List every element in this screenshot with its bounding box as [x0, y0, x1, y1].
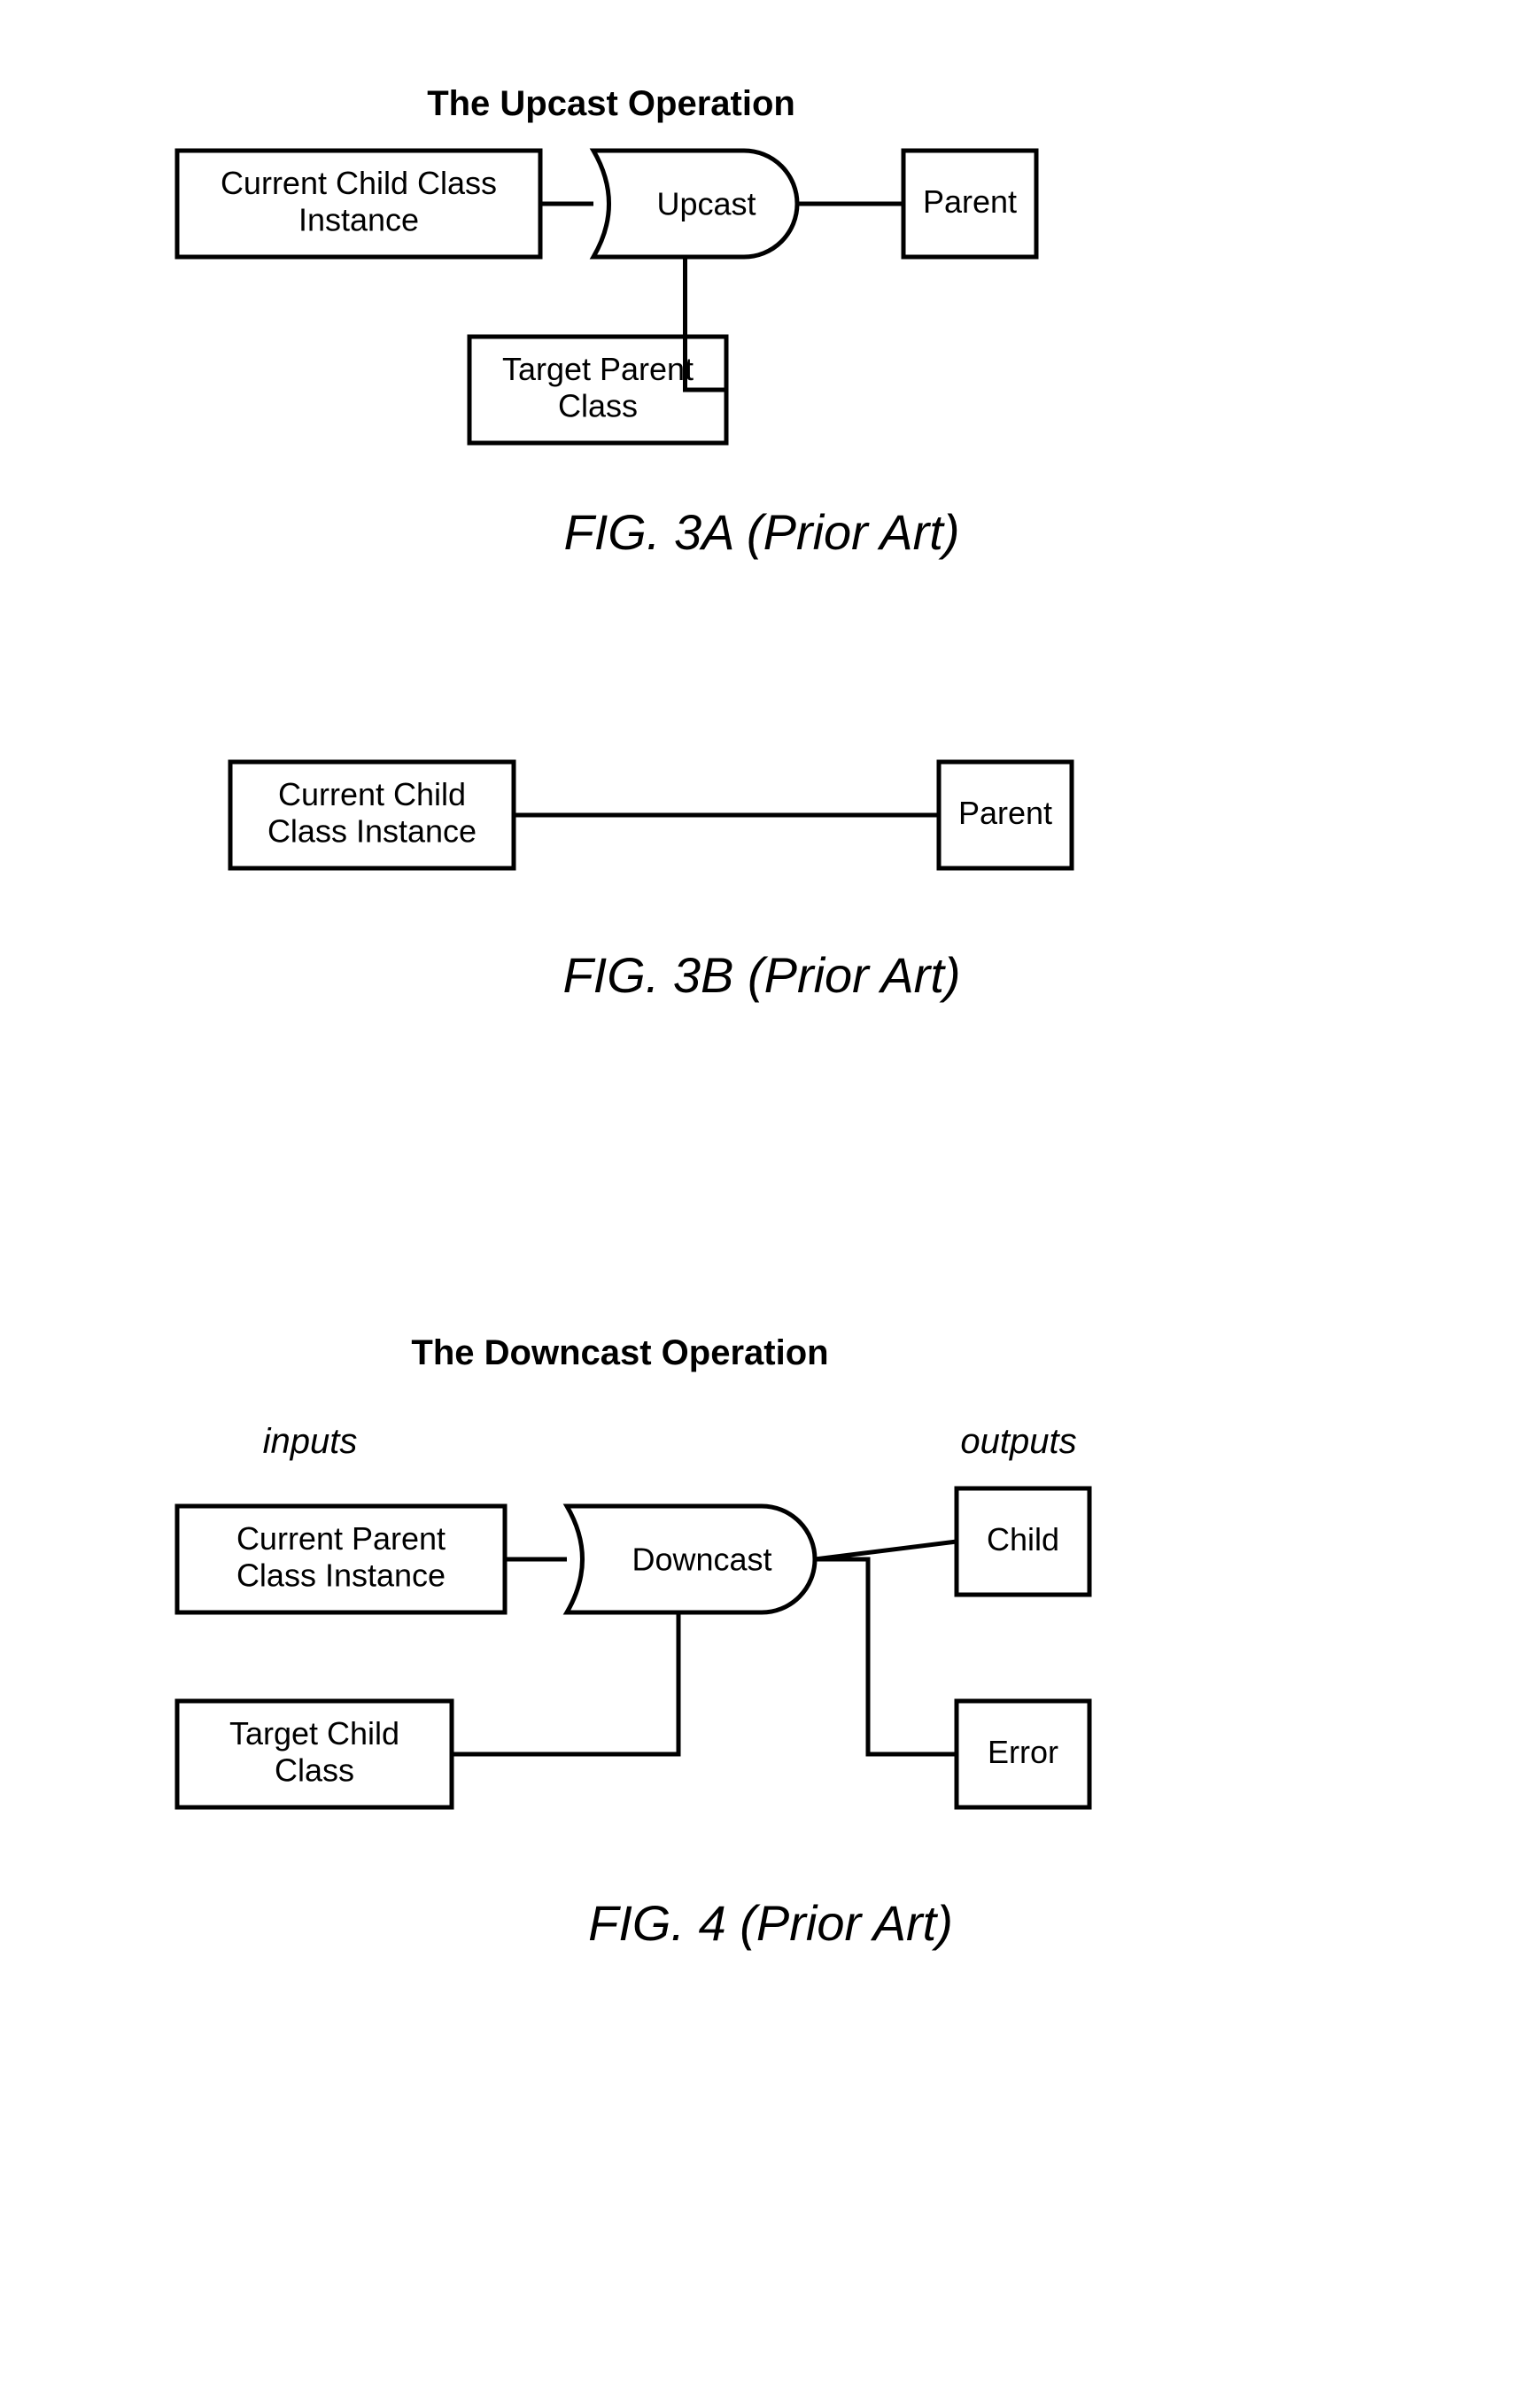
fig4-input1-box-label: Class Instance — [236, 1557, 446, 1594]
fig4-inputs-label: inputs — [263, 1422, 358, 1461]
fig3a-caption: FIG. 3A (Prior Art) — [564, 504, 960, 560]
fig3a-title: The Upcast Operation — [427, 84, 795, 123]
fig3b-caption: FIG. 3B (Prior Art) — [562, 947, 960, 1003]
fig3b-right-box-label: Parent — [958, 795, 1052, 831]
fig4-out1-box-label: Child — [987, 1521, 1059, 1557]
diagram-canvas: The Upcast OperationCurrent Child ClassI… — [0, 0, 1519, 2408]
fig4-input2-box-label: Class — [275, 1752, 354, 1789]
fig3a-output-box-label: Parent — [923, 183, 1017, 220]
fig4-edge-out2 — [815, 1559, 957, 1754]
fig4-edge-in2 — [452, 1612, 678, 1754]
fig3a-gate-label: Upcast — [656, 186, 756, 222]
page: The Upcast OperationCurrent Child ClassI… — [0, 0, 1519, 2408]
fig3a-input1-box-label: Current Child Class — [221, 165, 497, 201]
fig4-edge-out1 — [815, 1542, 957, 1559]
fig3b-left-box-label: Class Instance — [267, 813, 477, 850]
fig3a-input1-box-label: Instance — [298, 202, 419, 238]
fig4-caption: FIG. 4 (Prior Art) — [588, 1895, 953, 1951]
fig4-title: The Downcast Operation — [411, 1333, 828, 1372]
fig4-input2-box-label: Target Child — [229, 1715, 399, 1752]
fig3a-input2-box-label: Class — [558, 388, 638, 424]
fig4-input1-box-label: Current Parent — [236, 1520, 446, 1557]
fig4-outputs-label: outputs — [960, 1422, 1076, 1461]
fig3b-left-box-label: Current Child — [278, 776, 466, 812]
fig3a-input2-box-label: Target Parent — [502, 351, 694, 387]
fig4-gate-label: Downcast — [632, 1542, 771, 1578]
fig4-out2-box-label: Error — [988, 1734, 1058, 1770]
